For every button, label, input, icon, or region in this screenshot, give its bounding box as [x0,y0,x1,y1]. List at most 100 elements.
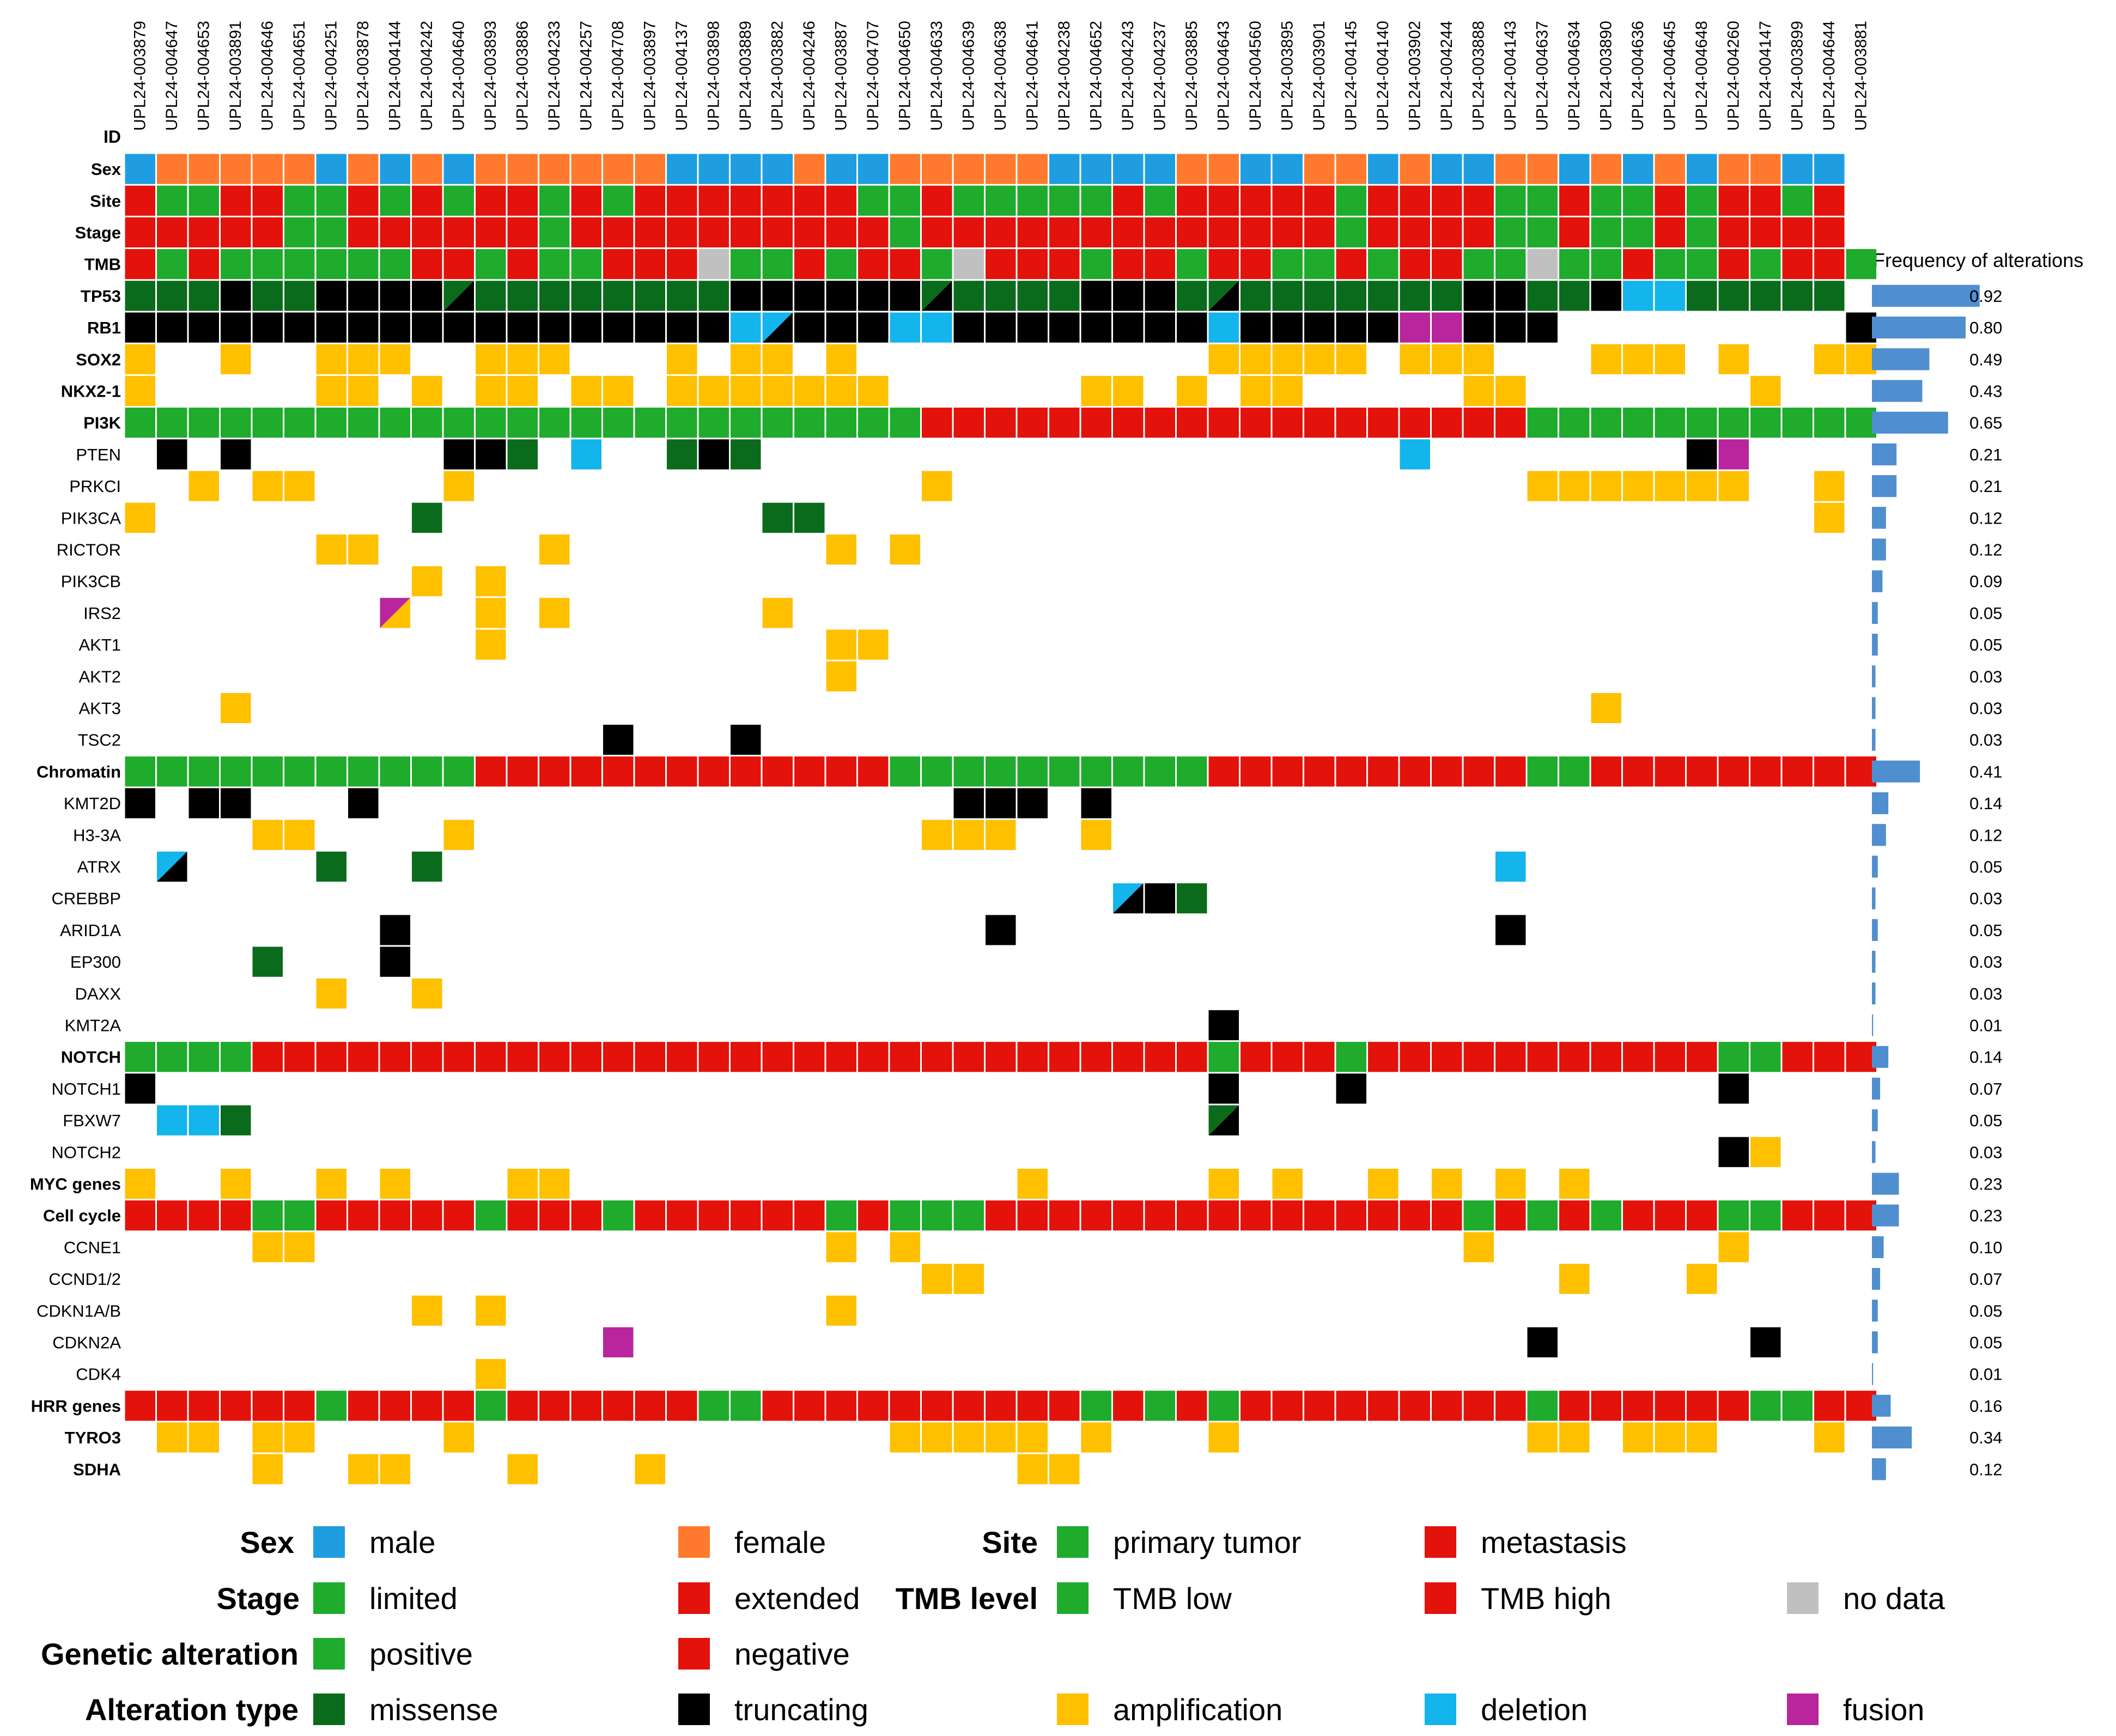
frequency-value: 0.80 [1969,318,2002,337]
frequency-bar [1872,1331,1878,1353]
cell [284,249,315,280]
cell [316,344,346,374]
legend-label: female [734,1525,826,1559]
row-prkci: PRKCI 0.21 [69,471,2002,501]
sample-id-label: UPL24-004246 [800,21,818,131]
frequency-bar [1872,538,1886,561]
row-chromatin: Chromatin 0.41 [37,756,2002,787]
row-label: HRR genes [31,1397,121,1416]
cell [1432,1200,1462,1231]
cell [1145,1042,1175,1072]
cell [826,661,856,691]
cell [125,249,155,280]
cell [1208,344,1239,374]
cell [890,281,920,311]
frequency-bar [1872,284,1980,307]
cell [1272,217,1303,248]
cell [762,1042,793,1072]
cell [412,281,442,311]
cell [635,756,665,787]
cell [125,217,155,248]
cell [1623,281,1653,311]
cell [507,154,538,184]
cell [1814,502,1845,533]
frequency-bar [1872,760,1920,782]
cell [348,1391,379,1421]
cell [1559,408,1590,438]
cell [1241,154,1271,184]
cell [1336,154,1366,184]
cell [252,1422,283,1453]
cell [221,408,251,438]
row-fbxw7: FBXW7 0.05 [63,1105,2002,1136]
row-ep300: EP300 0.03 [70,946,2002,977]
cell [922,312,952,343]
legend-title: Stage [217,1581,300,1616]
frequency-bar [1872,1268,1881,1290]
cell [890,154,920,184]
cell [443,1391,474,1421]
cell [762,1200,793,1231]
cell [1782,217,1813,248]
cell [1655,408,1685,438]
frequency-value: 0.03 [1969,731,2002,750]
cell [348,756,379,787]
sample-id-label: UPL24-004648 [1693,21,1711,131]
cell [1368,185,1398,216]
cell [762,375,793,406]
cell [1208,185,1239,216]
cell [1463,249,1494,280]
cell [698,281,729,311]
cell [380,344,410,374]
cell [986,408,1016,438]
cell [1081,820,1111,850]
row-label: NKX2-1 [61,382,121,401]
cell [348,1454,379,1484]
cell [1113,154,1144,184]
cell [443,756,474,787]
cell [1400,154,1430,184]
sample-id-label: UPL24-004144 [386,21,404,131]
cell [1527,471,1558,501]
cell [125,1200,155,1231]
cell [476,598,506,628]
cell [1368,249,1398,280]
cell [858,312,889,343]
cell [1846,756,1876,787]
cell [1432,1168,1462,1199]
cell [1782,756,1813,787]
cell [1017,281,1048,311]
cell [1495,312,1526,343]
cell [731,249,761,280]
row-cdk4: CDK4 0.01 [76,1359,2002,1389]
cell [953,312,984,343]
cell [1368,1391,1398,1421]
row-label: CCND1/2 [48,1270,121,1289]
sample-id-label: UPL24-004651 [290,21,308,131]
cell [157,1200,187,1231]
row-rictor: RICTOR 0.12 [57,534,2002,565]
row-crebbp: CREBBP 0.03 [52,883,2002,914]
cell [762,756,793,787]
cell [507,344,538,374]
legend-swatch [1425,1526,1456,1558]
legend-swatch [1425,1582,1456,1614]
cell [443,1200,474,1231]
frequency-value: 0.03 [1969,1143,2002,1162]
cell [284,756,315,787]
cell [1718,439,1749,470]
cell [826,1200,856,1231]
cell [858,1391,889,1421]
cell [1782,408,1813,438]
frequency-value: 0.05 [1969,1111,2002,1130]
cell-split-part [380,598,410,628]
cell [1017,788,1048,818]
cell [539,1200,570,1231]
row-tmb: TMB [84,249,1876,280]
legend-swatch [1057,1526,1089,1558]
cell [1463,154,1494,184]
cell [157,1042,187,1072]
cell [1591,693,1621,724]
cell [476,344,506,374]
frequency-bar [1872,1458,1886,1480]
